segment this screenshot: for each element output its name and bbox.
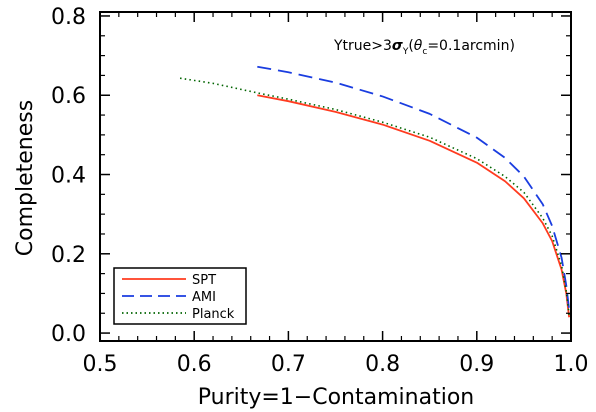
annotation-theta-sub: c — [422, 47, 427, 57]
y-tick-label: 0.0 — [51, 322, 86, 347]
series-line-ami — [257, 65, 571, 310]
y-tick-label: 0.8 — [51, 5, 86, 30]
x-tick-label: 0.9 — [459, 352, 494, 377]
y-tick-label: 0.2 — [51, 243, 86, 268]
y-tick-label: 0.6 — [51, 84, 86, 109]
legend-label-planck: Planck — [192, 307, 235, 322]
annotation-value: =0.1arcmin) — [427, 38, 515, 54]
series-line-spt — [257, 94, 571, 318]
series-layer — [179, 65, 571, 318]
ticks-layer — [99, 12, 572, 341]
x-tick-label: 0.8 — [365, 352, 400, 377]
legend: SPT AMI Planck — [113, 267, 247, 325]
x-axis-title: Purity=1−Contamination — [198, 385, 474, 410]
annotation-sigma-sub: Y — [402, 47, 409, 57]
tick-labels-layer: 0.5 0.6 0.7 0.8 0.9 1.0 0.0 0.2 0.4 0.6 0.8 — [51, 5, 589, 377]
x-tick-label: 0.6 — [177, 352, 212, 377]
legend-label-ami: AMI — [192, 290, 216, 305]
y-axis-title: Completeness — [13, 100, 38, 256]
annotation-text: Ytrue>3σY(θc=0.1arcmin) — [333, 38, 515, 57]
annotation-sigma: σ — [392, 38, 403, 54]
x-tick-label: 0.5 — [83, 352, 118, 377]
y-tick-label: 0.4 — [51, 164, 86, 189]
x-tick-label: 1.0 — [554, 352, 589, 377]
annotation-theta: θ — [414, 38, 423, 54]
x-tick-label: 0.7 — [271, 352, 306, 377]
plot-frame — [99, 11, 572, 342]
legend-label-spt: SPT — [192, 273, 216, 288]
annotation-paren: ( — [408, 38, 413, 54]
annotation-prefix: Ytrue>3 — [333, 38, 392, 54]
